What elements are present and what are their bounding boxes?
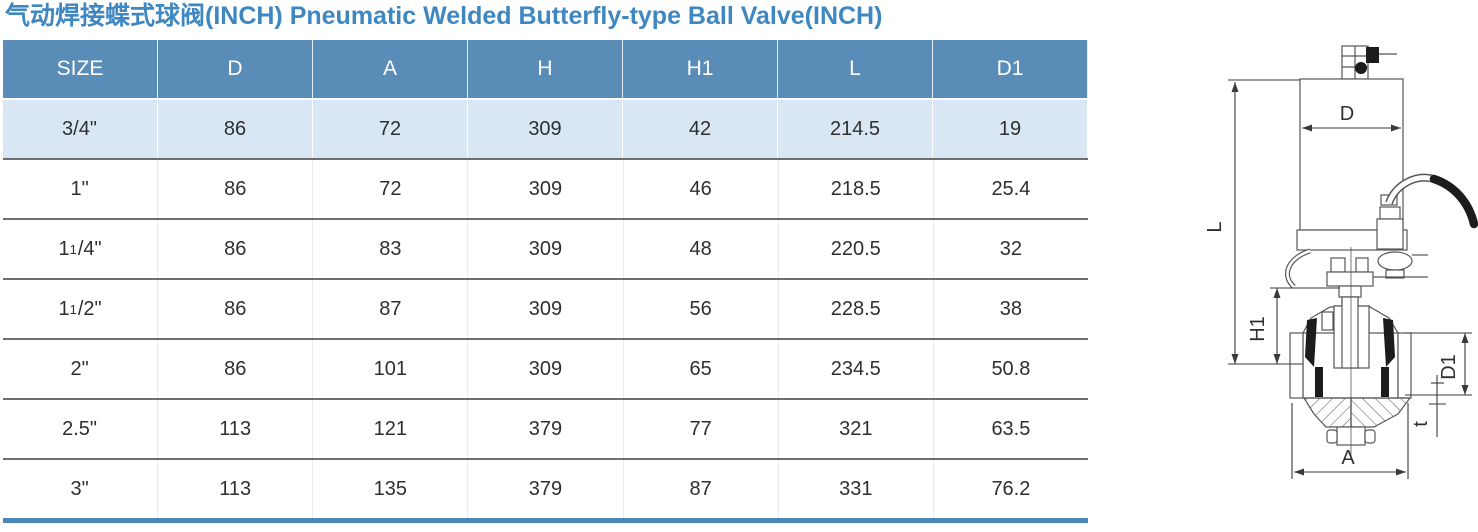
- valve-technical-drawing: D L H1 D1 t A: [1118, 27, 1478, 527]
- table-bottom-border: [3, 518, 1088, 523]
- cell-size: 1 1/2": [3, 280, 159, 338]
- cell-d1: 38: [999, 297, 1023, 320]
- cell-l: 214.5: [778, 100, 933, 158]
- cell-a: 121: [313, 400, 469, 458]
- cell-d1: 76.2: [991, 477, 1031, 500]
- dimension-lines: [1228, 79, 1472, 479]
- table-row: 1 1/2" 86 87 309 56 228.5 38: [3, 278, 1088, 338]
- header-cell-l: L: [778, 40, 933, 98]
- cell-size: 2": [3, 340, 159, 398]
- cell-a: 72: [313, 100, 468, 158]
- cell-a: 101: [313, 340, 469, 398]
- table-row: 1" 86 72 309 46 218.5 25.4: [3, 158, 1088, 218]
- dim-label-d1: D1: [1438, 354, 1460, 380]
- dim-label-l: L: [1204, 221, 1226, 232]
- page-title: 气动焊接蝶式球阀(INCH) Pneumatic Welded Butterfl…: [5, 2, 883, 30]
- header-cell-d: D: [158, 40, 313, 98]
- cell-h1: 46: [624, 160, 779, 218]
- dim-label-a: A: [1341, 447, 1355, 469]
- cell-h: 379: [468, 460, 624, 518]
- dimension-arrowheads: [1231, 82, 1469, 476]
- header-cell-a: A: [313, 40, 468, 98]
- cell-size: 1": [3, 160, 159, 218]
- table-row: 3" 113 135 379 87 331 76.2: [3, 458, 1088, 518]
- cell-h1: 56: [624, 280, 779, 338]
- cell-a: 72: [313, 160, 469, 218]
- table-header-row: SIZE D A H H1 L D1: [3, 40, 1088, 98]
- table-row: 3/4" 86 72 309 42 214.5 19: [3, 98, 1088, 158]
- cell-l: 220.5: [779, 220, 934, 278]
- cell-h: 309: [468, 340, 624, 398]
- cell-d: 86: [158, 280, 314, 338]
- cell-l: 218.5: [779, 160, 934, 218]
- cell-a: 87: [313, 280, 469, 338]
- cell-h1: 42: [623, 100, 778, 158]
- cell-size: 3": [3, 460, 159, 518]
- cell-l: 234.5: [779, 340, 934, 398]
- cell-d: 86: [158, 340, 314, 398]
- valve-outline: [1285, 45, 1478, 459]
- dim-label-h1: H1: [1247, 316, 1269, 342]
- table-row: 2.5" 113 121 379 77 321 63.5: [3, 398, 1088, 458]
- cell-d: 113: [158, 460, 314, 518]
- cell-l: 321: [779, 400, 934, 458]
- cell-size: 2.5": [3, 400, 159, 458]
- cell-d: 113: [158, 400, 314, 458]
- cell-h: 309: [468, 280, 624, 338]
- table-row: 1 1/4" 86 83 309 48 220.5 32: [3, 218, 1088, 278]
- cell-l: 331: [779, 460, 934, 518]
- cell-h1: 65: [624, 340, 779, 398]
- cell-d: 86: [158, 220, 314, 278]
- cell-size: 3/4": [3, 100, 158, 158]
- cell-h: 309: [468, 220, 624, 278]
- cell-d1: 50.8: [991, 357, 1031, 380]
- cell-a: 135: [313, 460, 469, 518]
- cell-h1: 77: [624, 400, 779, 458]
- cell-l: 228.5: [779, 280, 934, 338]
- cell-size: 1 1/4": [3, 220, 159, 278]
- cell-d1: 63.5: [991, 417, 1031, 440]
- dimension-table: SIZE D A H H1 L D1 3/4" 86 72 309 42 214…: [3, 40, 1088, 523]
- cell-d1: 32: [999, 237, 1023, 260]
- cell-h: 309: [468, 160, 624, 218]
- cell-h: 379: [468, 400, 624, 458]
- cell-a: 83: [313, 220, 469, 278]
- cell-d: 86: [158, 160, 314, 218]
- cell-h1: 87: [624, 460, 779, 518]
- dim-label-d: D: [1340, 103, 1354, 125]
- header-cell-h1: H1: [623, 40, 778, 98]
- header-cell-d1: D1: [933, 40, 1088, 98]
- cell-d: 86: [158, 100, 313, 158]
- header-cell-size: SIZE: [3, 40, 158, 98]
- valve-drawing-svg: D L H1 D1 t A: [1204, 45, 1478, 479]
- cell-d1: 25.4: [991, 177, 1031, 200]
- dim-label-t: t: [1410, 421, 1432, 427]
- header-cell-h: H: [468, 40, 623, 98]
- cell-h: 309: [468, 100, 623, 158]
- table-row: 2" 86 101 309 65 234.5 50.8: [3, 338, 1088, 398]
- cell-d1: 19: [933, 100, 1088, 158]
- cell-h1: 48: [624, 220, 779, 278]
